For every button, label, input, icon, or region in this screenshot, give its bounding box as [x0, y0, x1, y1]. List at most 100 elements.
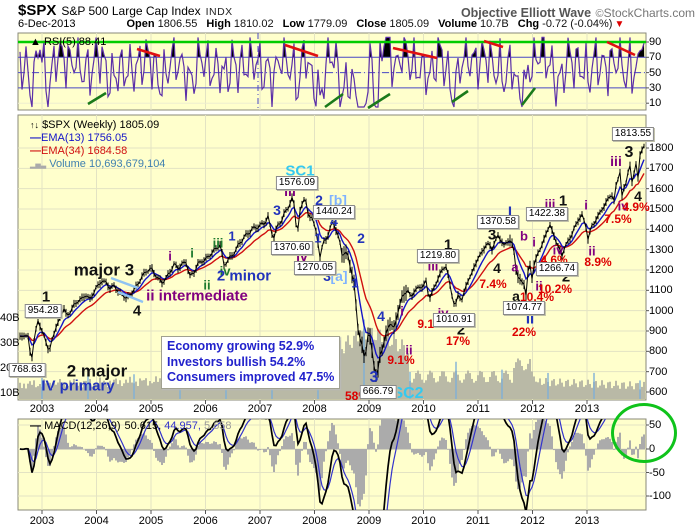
wave-label: 3: [273, 202, 281, 218]
wave-label: 1: [558, 192, 568, 210]
wave-label: ii: [535, 278, 543, 294]
price-axis-label: 1800: [649, 142, 674, 154]
brand-header: Objective Elliott Wave ©StockCharts.com: [461, 4, 695, 22]
wave-label: iii: [284, 183, 296, 199]
percent-label: 10.4%: [519, 290, 555, 304]
chart-header: $SPX S&P 500 Large Cap Index INDX: [18, 2, 233, 20]
wave-label: b: [520, 228, 528, 244]
wave-label: iii: [610, 153, 622, 169]
wave-label: i: [400, 303, 404, 319]
brand-tagline: Objective Elliott Wave: [460, 6, 592, 20]
exchange-label: INDX: [205, 6, 233, 18]
wave-label: iii: [544, 196, 556, 212]
quote-field-label: Chg: [517, 18, 540, 30]
price-callout: 1370.58: [476, 215, 520, 229]
year-label: 2003: [29, 515, 55, 527]
wave-label: i: [168, 248, 172, 264]
wave-label: iv: [552, 242, 564, 258]
price-axis-label: 700: [649, 365, 668, 378]
price-callout: 1422.38: [525, 207, 569, 221]
price-callout: 1010.91: [432, 313, 476, 327]
info-line-consumers: Consumers improved 47.5%: [167, 370, 335, 385]
wave-label: iii: [427, 258, 439, 274]
price-callout: 1576.09: [275, 176, 319, 190]
price-axis-label: 1400: [649, 223, 674, 236]
price-axis-label: 900: [649, 324, 668, 337]
wave-label: [b]: [329, 192, 347, 208]
year-label: 2004: [84, 403, 109, 415]
wave-label: a: [512, 288, 520, 304]
macd-axis-label: -50: [649, 466, 665, 479]
price-callout: 1813.55: [611, 127, 655, 141]
price-axis-label: 1300: [649, 243, 674, 256]
wave-label: i: [190, 245, 194, 261]
percent-label: 7.5%: [604, 212, 632, 226]
percent-label: 17%: [445, 334, 471, 348]
percent-label: 22%: [511, 325, 537, 339]
year-label: 2005: [138, 403, 164, 415]
wave-label: ii: [405, 342, 413, 358]
wave-label: 2: [561, 268, 571, 286]
year-label: 2007: [247, 403, 273, 415]
quote-field-value: 10.7B: [480, 18, 509, 30]
percent-label: 8.9%: [584, 255, 612, 269]
volume-axis-label: 30B: [0, 337, 20, 349]
area-chart-icon: ▲: [30, 36, 41, 48]
wave-label: 4: [377, 308, 385, 324]
wave-label: 2 major: [66, 361, 128, 381]
percent-label: 7.4%: [479, 277, 507, 291]
year-label: 2010: [411, 403, 436, 415]
macd-axis-label: -100: [649, 490, 672, 502]
wave-label: 1: [41, 288, 51, 306]
main-legend-symbol: $SPX (Weekly) 1805.09: [42, 119, 160, 131]
year-label: 2004: [84, 515, 109, 527]
price-axis-label: 1700: [649, 162, 674, 175]
price-callout: 768.63: [8, 363, 46, 377]
quote-field-value: 1779.09: [307, 18, 348, 30]
quote-field-label: Open: [126, 18, 155, 30]
price-callout: 1370.60: [270, 241, 314, 255]
wave-label: 2: [357, 230, 365, 246]
price-axis-label: 1500: [649, 202, 674, 215]
chart-date: 6-Dec-2013: [18, 18, 76, 30]
wave-label: iii: [212, 235, 224, 251]
info-line-investors: Investors bullish 54.2%: [167, 354, 306, 369]
rsi-axis-label: 90: [649, 36, 662, 48]
price-callout: 1270.05: [293, 261, 337, 275]
macd-legend: — MACD(12,26,9) 50.615, 44.957, 5.658: [30, 421, 232, 432]
wave-label: 2: [456, 321, 466, 339]
symbol-title: $SPX: [18, 2, 57, 19]
wave-label: a: [511, 259, 519, 275]
sentiment-info-box: Economy growing 52.9% Investors bullish …: [161, 336, 341, 389]
percent-label: 9.1%: [387, 353, 415, 367]
wave-label: 3: [369, 369, 379, 386]
ema34-legend: EMA(34) 1684.58: [41, 145, 128, 157]
wave-label: 3: [624, 144, 634, 161]
symbol-name: S&P 500 Large Cap Index: [61, 4, 201, 18]
price-axis-label: 1100: [649, 284, 673, 297]
rsi-axis-label: 30: [649, 81, 662, 94]
arrows-icon: ↑↓: [30, 120, 39, 130]
year-label: 2003: [29, 403, 55, 415]
price-axis-label: 800: [649, 345, 668, 358]
rsi-axis-label: 10: [649, 97, 662, 110]
info-line-economy: Economy growing 52.9%: [167, 339, 315, 353]
wave-label: 1: [228, 228, 236, 244]
wave-label: 4: [493, 260, 501, 276]
quote-values: Open 1806.55 High 1810.02 Low 1779.09 Close 180…: [117, 18, 612, 30]
quote-field-value: 1805.09: [389, 18, 430, 30]
year-label: 2012: [520, 515, 545, 527]
year-label: 2008: [302, 403, 327, 415]
wave-label: iv: [219, 263, 231, 279]
wave-label: SC1: [285, 162, 315, 180]
year-label: 2006: [193, 515, 218, 527]
year-label: 2013: [574, 515, 600, 527]
macd-legend-name: MACD(12,26,9): [44, 420, 121, 432]
brand-name: StockCharts.com: [603, 6, 695, 20]
macd-swatch: —: [30, 420, 41, 432]
highlight-circle: [611, 403, 677, 463]
year-label: 2008: [302, 515, 327, 527]
ema13-swatch: —: [30, 132, 41, 144]
quote-field-label: High: [206, 18, 231, 30]
rsi-legend-text: RSI(5) 88.41: [43, 36, 107, 48]
